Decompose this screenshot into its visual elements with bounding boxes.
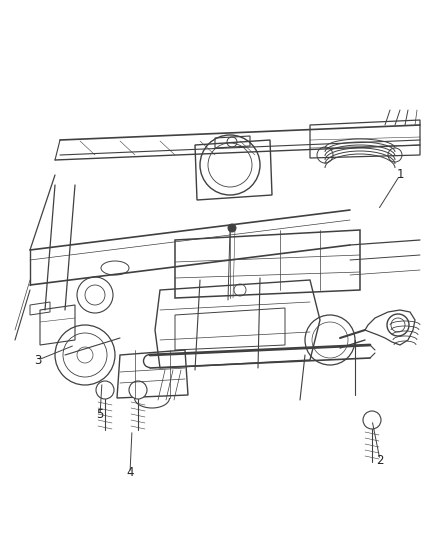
Text: 2: 2 bbox=[376, 454, 384, 466]
Text: 1: 1 bbox=[396, 168, 404, 182]
Text: 4: 4 bbox=[126, 466, 134, 480]
Circle shape bbox=[363, 411, 381, 429]
Circle shape bbox=[129, 381, 147, 399]
Text: 5: 5 bbox=[96, 408, 104, 422]
Text: 3: 3 bbox=[34, 353, 42, 367]
Circle shape bbox=[96, 381, 114, 399]
Circle shape bbox=[228, 224, 236, 232]
